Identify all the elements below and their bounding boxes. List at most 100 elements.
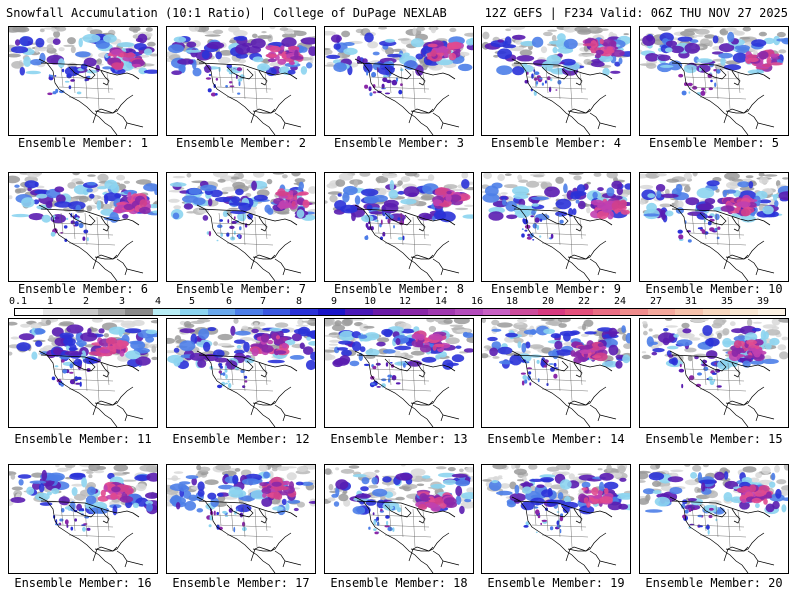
map-outlines xyxy=(196,496,302,573)
snowfall-map xyxy=(482,173,630,281)
colorscale-swatch xyxy=(537,309,565,315)
ensemble-member-label: Ensemble Member: 3 xyxy=(333,136,465,150)
snowfall-field xyxy=(482,27,630,96)
ensemble-member-label: Ensemble Member: 18 xyxy=(330,576,468,590)
ensemble-member-label: Ensemble Member: 14 xyxy=(487,432,625,446)
map-outlines xyxy=(669,350,775,427)
colorscale-tick-label: 10 xyxy=(363,296,377,307)
colorscale-tick-label: 5 xyxy=(188,296,196,307)
map-outlines xyxy=(511,58,617,135)
snowfall-field xyxy=(325,27,473,97)
snowfall-field xyxy=(9,173,157,242)
colorscale-swatch xyxy=(345,309,373,315)
colorscale-swatch xyxy=(675,309,703,315)
snowfall-map xyxy=(167,465,315,573)
snowfall-field xyxy=(640,465,788,535)
colorscale-swatch xyxy=(290,309,318,315)
map-outlines xyxy=(196,204,302,281)
colorscale-tick-label: 31 xyxy=(684,296,698,307)
snowfall-map xyxy=(325,319,473,427)
colorscale-swatch xyxy=(702,309,730,315)
colorscale-swatch xyxy=(730,309,758,315)
colorscale-tick-label: 14 xyxy=(434,296,448,307)
snowfall-field xyxy=(640,27,788,96)
colorscale-tick-label: 27 xyxy=(649,296,663,307)
ensemble-member-panel xyxy=(8,172,158,282)
map-outlines xyxy=(354,58,460,135)
colorscale-swatch xyxy=(647,309,675,315)
snowfall-field xyxy=(167,319,315,389)
map-outlines xyxy=(354,350,460,427)
snowfall-map xyxy=(9,465,157,573)
map-outlines xyxy=(354,496,460,573)
ensemble-member-label: Ensemble Member: 10 xyxy=(645,282,783,296)
ensemble-member-panel xyxy=(8,464,158,574)
model-run-info: 12Z GEFS | F234 Valid: 06Z THU NOV 27 20… xyxy=(484,6,788,20)
ensemble-member-label: Ensemble Member: 19 xyxy=(487,576,625,590)
ensemble-member-label: Ensemble Member: 2 xyxy=(175,136,307,150)
colorscale-swatch xyxy=(482,309,510,315)
colorscale-tick-label: 16 xyxy=(470,296,484,307)
ensemble-member-panel xyxy=(324,26,474,136)
colorscale-tick-label: 1 xyxy=(46,296,54,307)
colorscale-tick-label: 4 xyxy=(154,296,162,307)
ensemble-member-panel xyxy=(324,464,474,574)
snowfall-map xyxy=(9,319,157,427)
ensemble-member-panel xyxy=(8,318,158,428)
colorscale-swatch xyxy=(180,309,208,315)
colorscale-tick-label: 18 xyxy=(505,296,519,307)
map-outlines xyxy=(38,496,144,573)
colorscale-swatch xyxy=(757,309,785,315)
map-outlines xyxy=(38,350,144,427)
ensemble-member-label: Ensemble Member: 7 xyxy=(175,282,307,296)
ensemble-member-panel xyxy=(481,172,631,282)
snowfall-field xyxy=(167,465,315,533)
snowfall-map xyxy=(167,27,315,135)
colorscale-swatch xyxy=(70,309,98,315)
colorscale-tick-label: 6 xyxy=(225,296,233,307)
ensemble-member-label: Ensemble Member: 20 xyxy=(645,576,783,590)
colorscale-swatch xyxy=(207,309,235,315)
ensemble-member-label: Ensemble Member: 9 xyxy=(490,282,622,296)
colorscale-swatch xyxy=(620,309,648,315)
ensemble-member-label: Ensemble Member: 17 xyxy=(172,576,310,590)
ensemble-member-panel xyxy=(481,464,631,574)
map-outlines xyxy=(669,496,775,573)
colorscale-swatch xyxy=(235,309,263,315)
ensemble-member-label: Ensemble Member: 13 xyxy=(330,432,468,446)
ensemble-member-label: Ensemble Member: 11 xyxy=(14,432,152,446)
snowfall-map xyxy=(325,27,473,135)
map-outlines xyxy=(669,204,775,281)
ensemble-member-panel xyxy=(639,26,789,136)
colorscale-bar xyxy=(14,308,786,316)
colorscale-tick-label: 12 xyxy=(398,296,412,307)
snowfall-field xyxy=(9,27,157,96)
ensemble-member-panel xyxy=(324,172,474,282)
snowfall-field xyxy=(325,319,473,388)
map-outlines xyxy=(38,204,144,281)
colorscale-tick-label: 22 xyxy=(577,296,591,307)
colorscale-tick-label: 20 xyxy=(541,296,555,307)
ensemble-member-panel xyxy=(8,26,158,136)
ensemble-member-panel xyxy=(639,464,789,574)
map-outlines xyxy=(511,350,617,427)
snowfall-field xyxy=(9,319,157,387)
ensemble-member-panel xyxy=(166,464,316,574)
colorscale-tick-label: 9 xyxy=(330,296,338,307)
snowfall-field xyxy=(325,173,473,241)
chart-title: Snowfall Accumulation (10:1 Ratio) | Col… xyxy=(6,6,447,20)
colorscale-tick-label: 24 xyxy=(613,296,627,307)
colorscale-swatch xyxy=(455,309,483,315)
snowfall-map xyxy=(640,319,788,427)
snowfall-map xyxy=(325,173,473,281)
ensemble-member-label: Ensemble Member: 15 xyxy=(645,432,783,446)
colorscale-tick-label: 8 xyxy=(295,296,303,307)
ensemble-member-panel xyxy=(481,26,631,136)
snowfall-map xyxy=(640,465,788,573)
snowfall-map xyxy=(640,173,788,281)
ensemble-member-label: Ensemble Member: 4 xyxy=(490,136,622,150)
colorscale-tick-label: 3 xyxy=(118,296,126,307)
snowfall-field xyxy=(640,173,788,243)
colorscale-tick-label: 2 xyxy=(82,296,90,307)
snowfall-field xyxy=(482,173,630,241)
